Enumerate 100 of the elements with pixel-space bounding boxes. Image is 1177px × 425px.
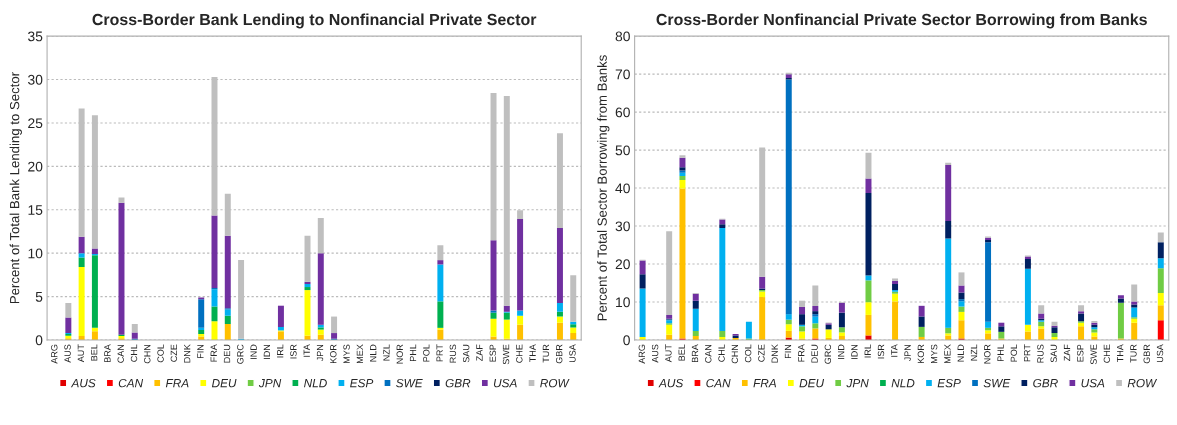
x-tick-label: BEL (678, 344, 685, 361)
legend-label: SWE (396, 378, 423, 388)
legend-label: SWE (983, 378, 1011, 388)
legend-label: ROW (540, 378, 570, 388)
x-tick-label: POL (1010, 344, 1018, 362)
x-tick-label: ZAF (1063, 344, 1071, 361)
x-tick-label: DNK (184, 344, 191, 363)
x-tick-label: ITA (891, 344, 898, 357)
x-tick-label: BRA (104, 344, 111, 362)
x-tick-label: MYS (343, 344, 350, 363)
x-tick-label: AUS (64, 344, 71, 363)
x-tick-label: IRL (864, 344, 871, 358)
x-tick-label: JPN (904, 344, 911, 362)
legend-label: USA (493, 378, 517, 388)
x-tick-label: AUS (651, 344, 659, 363)
x-tick-label: FRA (798, 344, 805, 362)
y-tick-label: 20 (615, 259, 630, 270)
x-tick-label: GRC (237, 344, 244, 364)
y-tick-label: 20 (28, 161, 43, 172)
y-tick-label: 0 (35, 335, 43, 346)
legend-label: DEU (211, 379, 237, 388)
x-tick-label: GBR (555, 344, 563, 364)
legend-label: ROW (1127, 378, 1158, 388)
legend-label: ESP (350, 378, 374, 388)
x-tick-label: ARG (51, 344, 58, 364)
x-tick-label: ESP (1077, 344, 1084, 362)
y-tick-label: 10 (28, 248, 43, 259)
y-tick-label: 5 (35, 292, 43, 302)
x-tick-label: COL (744, 344, 752, 363)
x-tick-label: TUR (1130, 344, 1137, 363)
x-tick-label: BRA (691, 344, 699, 362)
x-tick-label: BEL (91, 344, 98, 361)
x-tick-label: NZL (970, 344, 978, 361)
x-tick-label: MEX (944, 344, 951, 363)
x-tick-label: CAN (705, 344, 712, 363)
x-tick-label: CAN (117, 344, 124, 363)
legend-label: USA (1081, 378, 1105, 388)
x-tick-label: PRT (436, 344, 443, 362)
x-tick-label: KOR (330, 344, 337, 363)
x-tick-label: FRA (210, 344, 217, 362)
x-tick-label: DNK (771, 344, 778, 363)
chart-title: Cross-Border Nonfinancial Private Sector Borrowing from Banks (656, 13, 1147, 29)
y-tick-label: 30 (28, 74, 43, 85)
x-tick-label: ESP (489, 344, 496, 362)
x-tick-label: ISR (290, 344, 297, 359)
y-tick-label: 0 (623, 335, 630, 346)
x-tick-label: IND (250, 344, 257, 359)
x-tick-label: GBR (1143, 344, 1150, 364)
x-tick-label: FIN (784, 344, 792, 358)
x-tick-label: RUS (449, 344, 457, 363)
y-tick-label: 30 (615, 221, 630, 232)
x-tick-label: CZE (170, 344, 178, 362)
legend-label: CAN (118, 378, 144, 388)
legend-label: JPN (846, 379, 869, 388)
x-tick-label: USA (569, 344, 576, 363)
x-tick-label: KOR (917, 344, 925, 363)
x-tick-label: CZE (758, 344, 765, 362)
y-tick-label: 15 (28, 205, 43, 215)
x-tick-label: FIN (197, 344, 204, 358)
x-tick-label: ITA (303, 344, 310, 357)
x-tick-label: CHL (718, 344, 725, 362)
legend-label: FRA (753, 379, 777, 388)
x-tick-label: ZAF (476, 344, 483, 361)
legend-label: DEU (799, 379, 825, 388)
x-tick-label: THA (1117, 344, 1124, 363)
x-tick-label: SAU (1050, 344, 1057, 363)
y-tick-label: 80 (615, 31, 630, 42)
legend-label: AUS (70, 378, 96, 388)
y-tick-label: 60 (615, 107, 630, 118)
x-tick-label: IDN (851, 344, 858, 359)
y-axis-title: Percent of Total Bank Lending to Sector (9, 72, 22, 304)
x-tick-label: IRL (277, 344, 284, 358)
x-tick-label: CHL (130, 344, 138, 362)
x-tick-label: TUR (542, 344, 550, 363)
y-tick-label: 50 (615, 145, 630, 156)
x-tick-label: NOR (984, 344, 991, 364)
x-tick-label: CHE (1103, 344, 1111, 363)
x-tick-label: DEU (223, 344, 231, 363)
x-tick-label: NOR (396, 344, 403, 364)
legend-label: NLD (891, 379, 915, 388)
x-tick-label: SWE (502, 344, 510, 365)
x-tick-label: ISR (877, 344, 885, 359)
y-axis-title: Percent of Total Sector Borrowing from Banks (597, 55, 610, 321)
x-tick-label: USA (1156, 344, 1164, 363)
x-tick-label: SWE (1090, 344, 1097, 365)
x-tick-label: JPN (316, 344, 324, 362)
y-tick-label: 70 (615, 69, 630, 80)
x-tick-label: CHN (731, 344, 739, 364)
x-tick-label: IND (838, 344, 845, 359)
legend-label: AUS (658, 378, 684, 388)
legend-label: GBR (1033, 378, 1058, 388)
x-tick-label: CHE (516, 344, 523, 363)
x-tick-label: POL (423, 344, 430, 362)
y-tick-label: 25 (28, 118, 43, 129)
x-tick-label: MEX (356, 344, 363, 363)
legend-label: JPN (258, 379, 282, 388)
x-tick-label: RUS (1037, 344, 1044, 363)
x-tick-label: PHL (997, 344, 1004, 361)
x-tick-label: PHL (409, 344, 417, 361)
x-tick-label: NZL (383, 344, 390, 361)
